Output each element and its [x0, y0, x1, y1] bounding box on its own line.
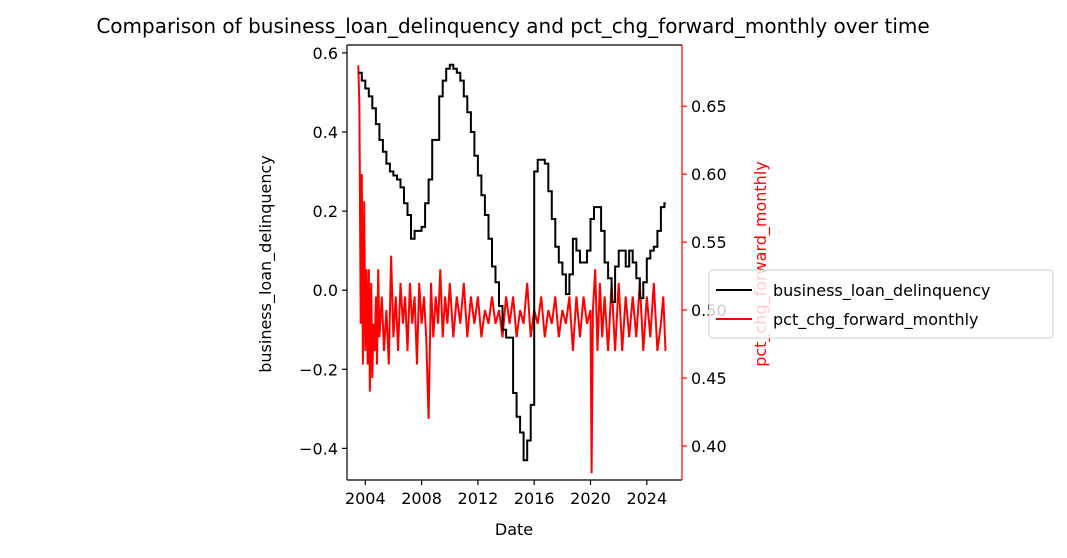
- x-axis-label: Date: [495, 520, 533, 539]
- series-line-pct-chg-forward-monthly: [357, 65, 667, 474]
- series-line-business-loan-delinquency: [358, 63, 666, 462]
- x-tick-label: 2012: [458, 489, 499, 508]
- x-tick-label: 2008: [401, 489, 442, 508]
- left-y-tick-label: 0.0: [313, 281, 338, 300]
- x-tick-label: 2004: [345, 489, 386, 508]
- left-y-tick-label: −0.2: [299, 360, 338, 379]
- left-y-axis-label: business_loan_delinquency: [256, 155, 276, 373]
- chart-title: Comparison of business_loan_delinquency …: [96, 14, 929, 38]
- left-y-tick-label: 0.2: [313, 202, 338, 221]
- x-tick-label: 2016: [514, 489, 555, 508]
- right-y-tick-label: 0.45: [691, 369, 727, 388]
- legend-label-business-loan-delinquency: business_loan_delinquency: [773, 281, 991, 301]
- left-y-tick-label: 0.6: [313, 44, 338, 63]
- legend-box: [708, 269, 1054, 339]
- right-y-tick-label: 0.40: [691, 437, 727, 456]
- legend-label-pct-chg-forward-monthly: pct_chg_forward_monthly: [773, 310, 979, 330]
- right-y-tick-label: 0.55: [691, 233, 727, 252]
- plot-area: [357, 63, 667, 474]
- legend: business_loan_delinquency pct_chg_forwar…: [708, 269, 1054, 339]
- left-y-tick-label: 0.4: [313, 123, 338, 142]
- right-y-tick-label: 0.65: [691, 97, 727, 116]
- x-tick-label: 2020: [570, 489, 611, 508]
- right-y-tick-label: 0.60: [691, 165, 727, 184]
- axes: 2004 2008 2012 2016 2020 2024 −0.4 −0.2 0.0 0.2 0.…: [299, 44, 726, 508]
- left-y-tick-label: −0.4: [299, 439, 338, 458]
- x-tick-label: 2024: [626, 489, 667, 508]
